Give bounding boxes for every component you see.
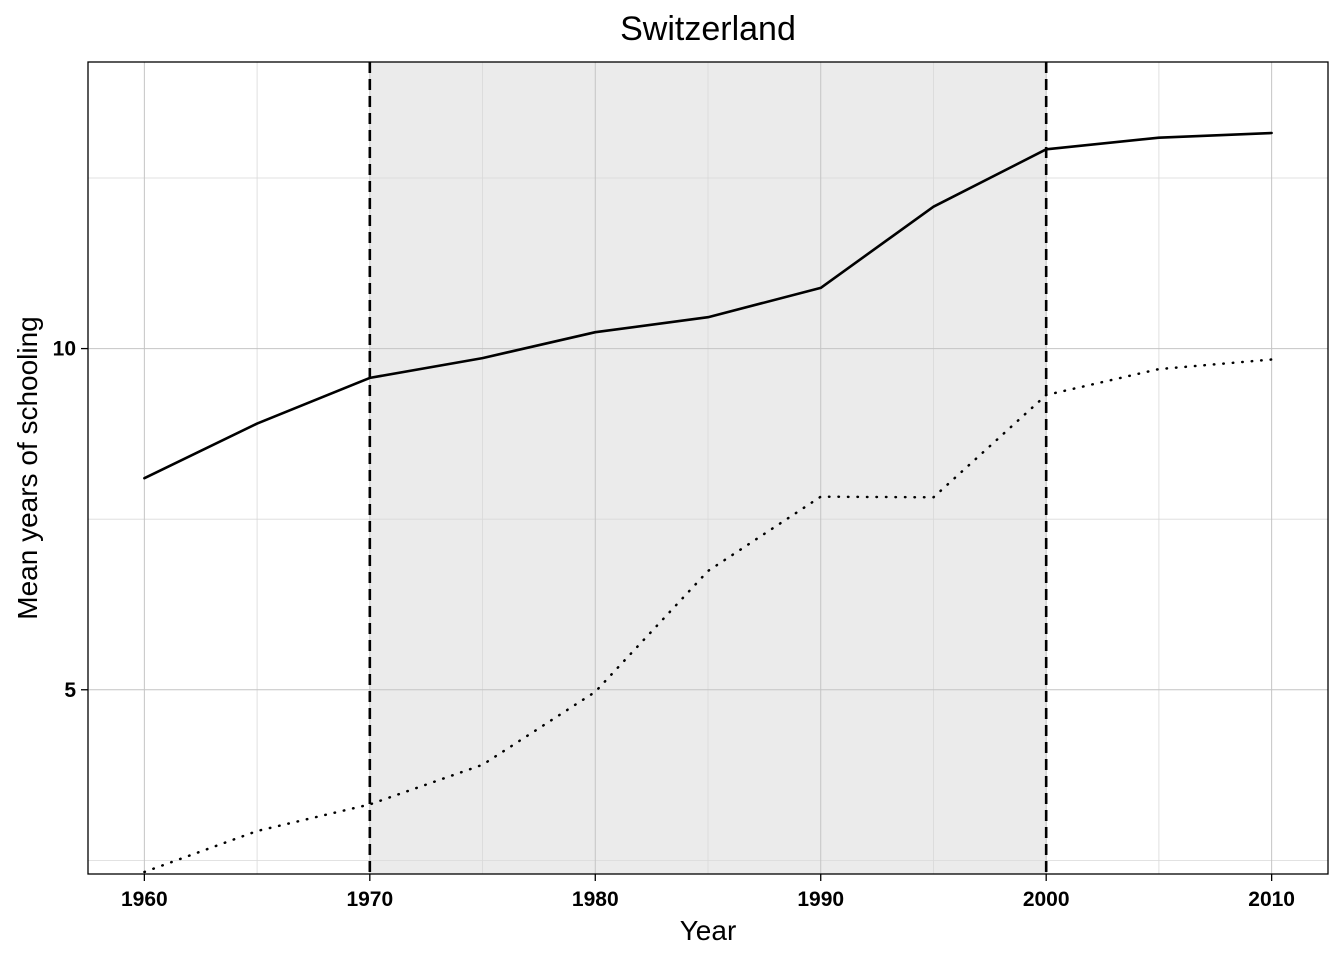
solid-series-line	[143, 131, 1273, 480]
y-axis-title: Mean years of schooling	[12, 316, 43, 620]
x-tick-label: 1970	[346, 888, 393, 911]
x-tick-label: 1980	[572, 888, 619, 911]
plot-area: 1960 1970 1980 1990 2000 2010 5 10	[53, 61, 1329, 911]
x-tick-label: 1990	[797, 888, 844, 911]
x-tick-label: 2010	[1248, 888, 1295, 911]
x-tick-label: 1960	[121, 888, 168, 911]
y-tick-label: 5	[64, 679, 76, 702]
plot-panel-border	[87, 61, 1329, 875]
chart-title: Switzerland	[620, 10, 796, 48]
x-axis-title: Year	[680, 915, 737, 946]
y-tick-label: 10	[53, 338, 76, 361]
dotted-series-line	[143, 358, 1273, 874]
x-tick-label: 2000	[1023, 888, 1070, 911]
